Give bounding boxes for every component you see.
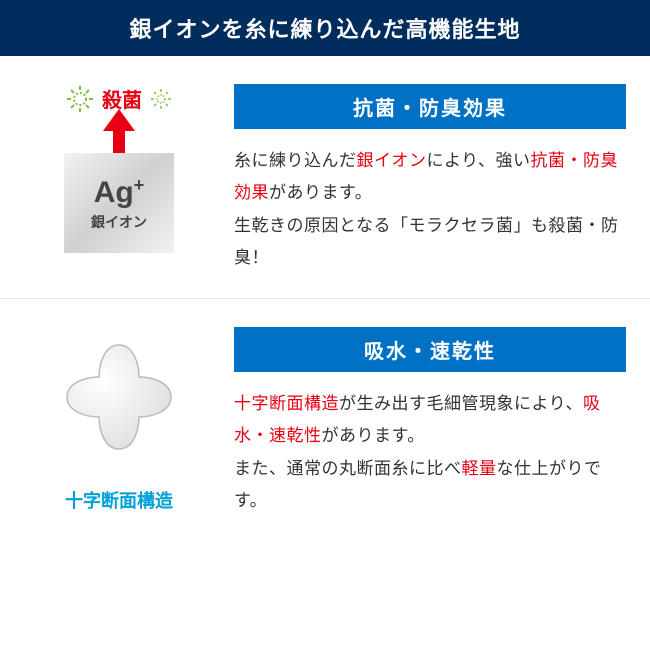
cross-fiber-icon (39, 327, 199, 477)
page-header: 銀イオンを糸に練り込んだ高機能生地 (0, 0, 650, 56)
section1-subheader: 抗菌・防臭効果 (234, 84, 626, 129)
arrow-up-icon (101, 109, 137, 157)
section1-body: 糸に練り込んだ銀イオンにより、強い抗菌・防臭効果があります。 生乾きの原因となる… (234, 145, 626, 274)
ag-box: Ag+ 銀イオン (64, 153, 174, 253)
section1-content: 抗菌・防臭効果 糸に練り込んだ銀イオンにより、強い抗菌・防臭効果があります。 生… (234, 84, 626, 274)
cross-caption: 十字断面構造 (65, 487, 173, 513)
bacteria-icon (66, 85, 94, 113)
section-antibacterial: 殺菌 Ag+ 銀イオン 抗菌・防臭効果 糸に (0, 56, 650, 298)
bacteria-icon-small (150, 88, 172, 110)
page-title: 銀イオンを糸に練り込んだ高機能生地 (129, 17, 520, 42)
ag-label: 銀イオン (91, 212, 147, 232)
section2-subheader: 吸水・速乾性 (234, 327, 626, 372)
section2-content: 吸水・速乾性 十字断面構造が生み出す毛細管現象により、吸水・速乾性があります。 … (234, 327, 626, 517)
section-quickdry: 十字断面構造 吸水・速乾性 十字断面構造が生み出す毛細管現象により、吸水・速乾性… (0, 298, 650, 541)
cross-illustration: 十字断面構造 (24, 327, 214, 517)
ag-symbol: Ag+ (94, 175, 145, 210)
ag-illustration: 殺菌 Ag+ 銀イオン (24, 84, 214, 274)
section2-body: 十字断面構造が生み出す毛細管現象により、吸水・速乾性があります。 また、通常の丸… (234, 388, 626, 517)
